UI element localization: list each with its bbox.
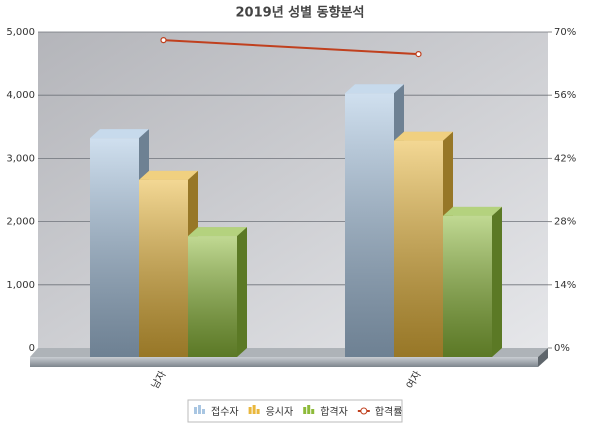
bar-shade [188,236,237,357]
y-tick-label: 1,000 [6,280,35,291]
bar-top-shade [90,129,149,139]
bar-shade [394,140,443,357]
line-marker [415,51,422,58]
legend-icon [194,407,197,414]
x-tick-label: 남자 [149,369,169,391]
bar-side-shade [237,227,247,357]
bar-side-shade [492,206,502,357]
bar-shade [443,215,492,357]
y2-tick-label: 42% [554,153,576,164]
legend-icon [307,405,311,414]
legend-icon [311,409,315,414]
legend-icon-marker [360,407,368,415]
y2-tick-label: 70% [554,27,576,38]
y2-tick-label: 28% [554,217,576,228]
y-tick-label: 0 [29,343,35,354]
y2-tick-label: 14% [554,280,576,291]
chart-title: 2019년 성별 동향분석 [236,5,365,21]
legend-label: 응시자 [266,406,294,418]
bar-side [492,206,502,357]
y-tick-label: 4,000 [6,90,35,101]
legend-icon [303,407,307,414]
bar-top [188,227,247,237]
y2-tick-label: 0% [554,343,570,354]
legend-icon [202,409,205,414]
x-tick-label: 여자 [404,369,424,391]
legend-label: 합격자 [320,405,348,418]
legend-icon [256,409,260,414]
bar-top-shade [394,131,453,141]
bar-top [345,84,404,94]
bar-shade [345,93,394,357]
bar-top [90,129,149,139]
bar-shade [90,138,139,357]
line-marker [160,37,167,44]
floor-side [538,348,548,367]
y-tick-label: 2,000 [6,217,35,228]
bar-top-shade [139,170,198,180]
legend-icon [252,405,256,414]
legend-icon [248,407,252,414]
bar-top [394,131,453,141]
bar-top-shade [345,84,404,94]
floor-front [30,357,538,367]
bar-top-shade [188,227,247,237]
legend-icon [198,405,201,414]
y-tick-label: 3,000 [6,153,35,164]
line [163,39,419,56]
y-tick-label: 5,000 [6,27,35,38]
legend-label: 접수자 [211,406,239,418]
bar-shade [139,179,188,357]
y2-tick-label: 56% [554,90,576,101]
bar-top [139,170,198,180]
bar-side [237,227,247,357]
bar-top [443,206,502,216]
legend-label: 합격률 [375,405,403,418]
bar-top-shade [443,206,502,216]
legend [187,399,403,423]
